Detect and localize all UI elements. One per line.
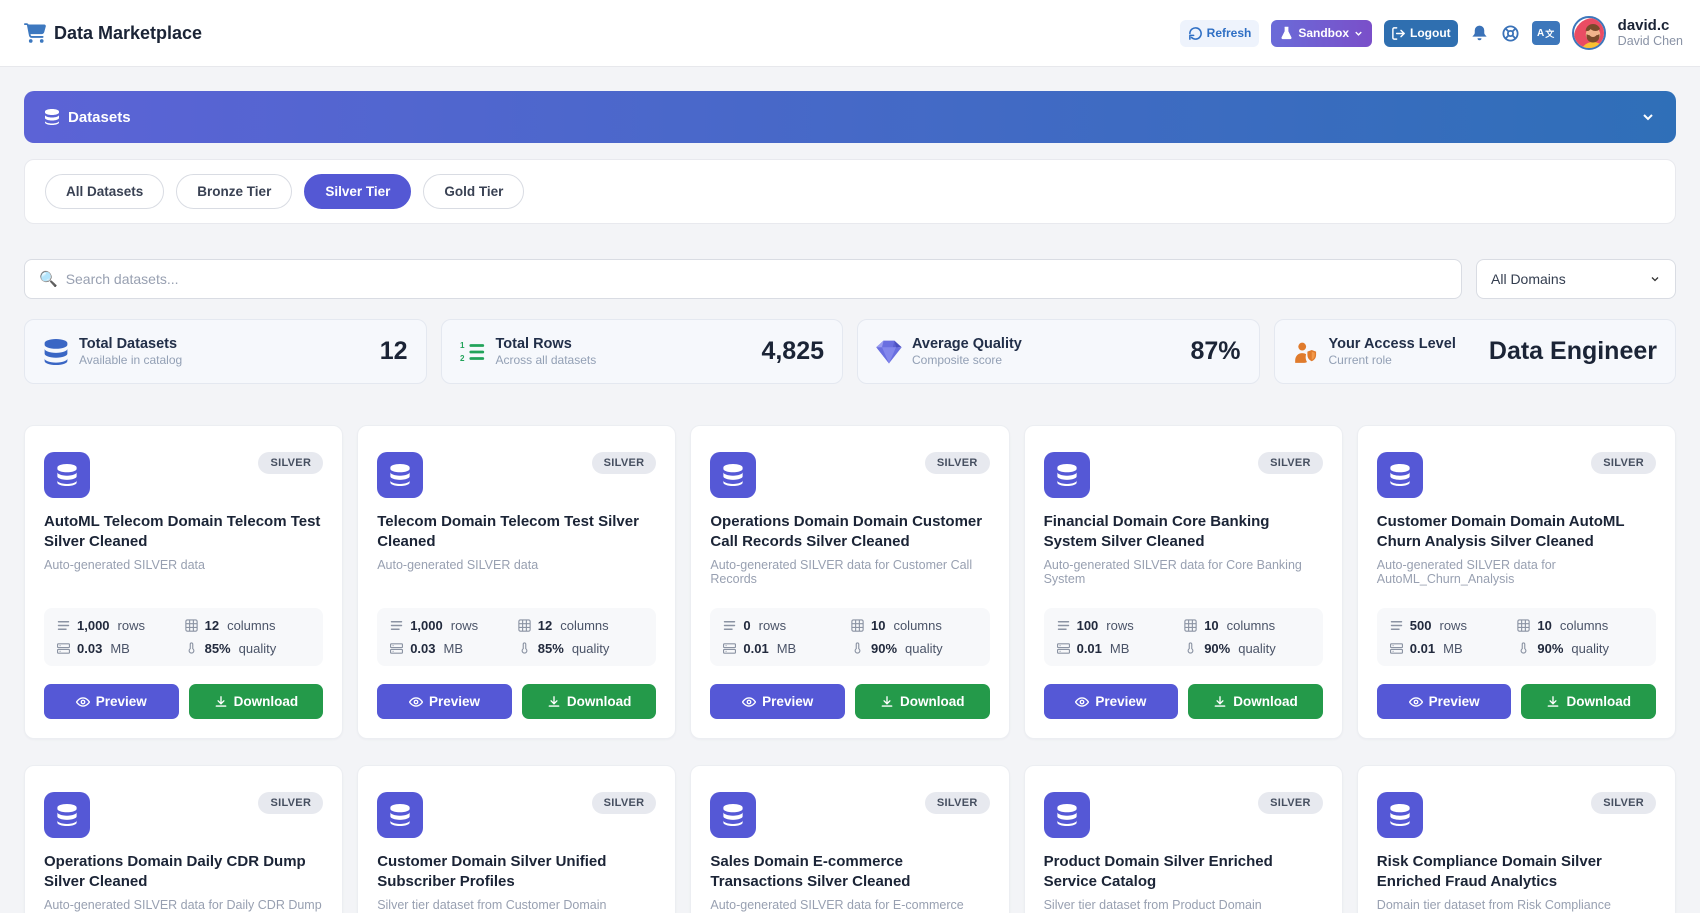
svg-text:1: 1 bbox=[460, 341, 465, 350]
svg-text:2: 2 bbox=[460, 354, 465, 363]
